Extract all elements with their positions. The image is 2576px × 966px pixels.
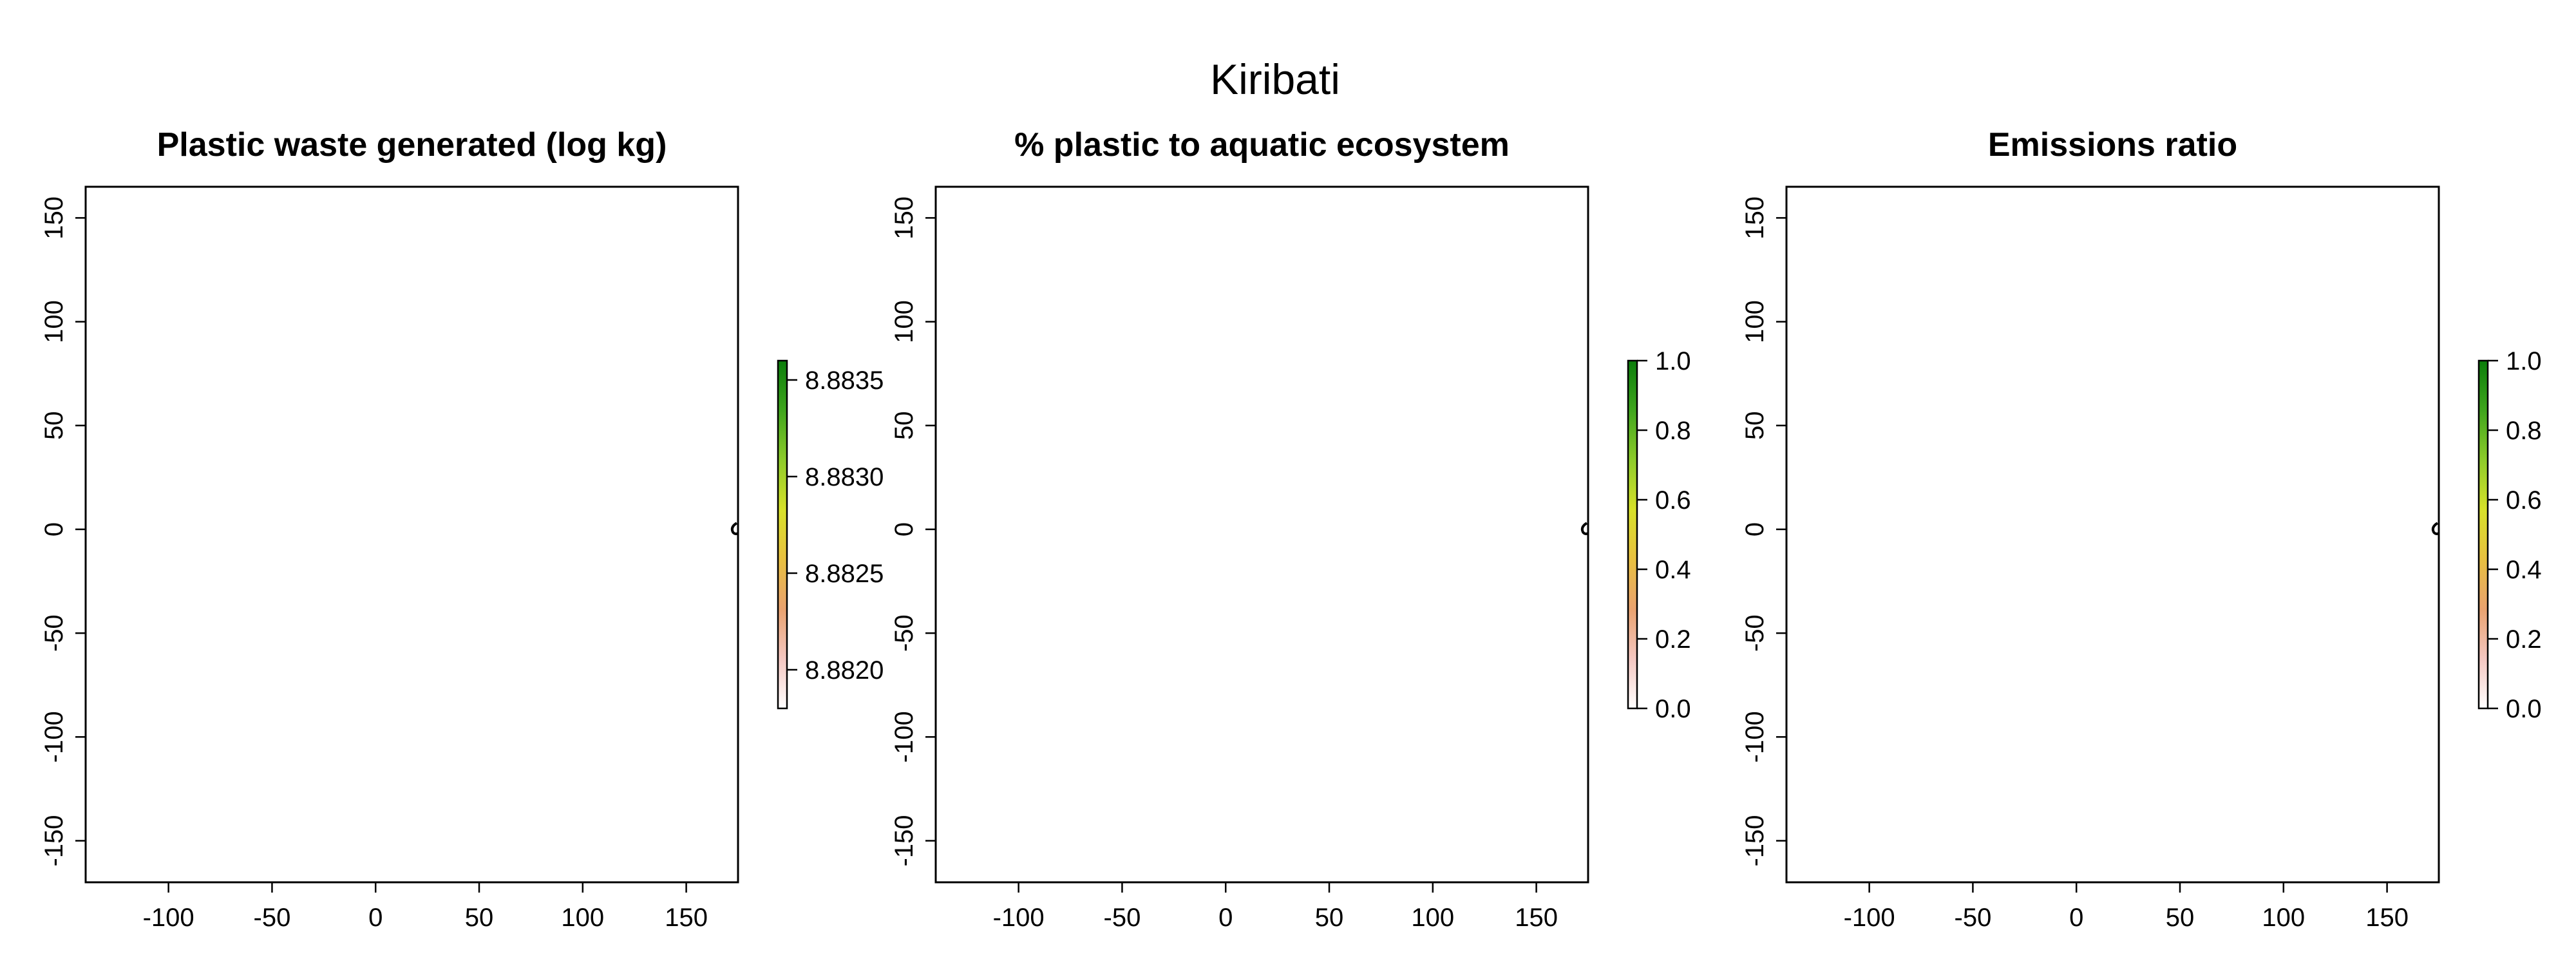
x-tick-label: 50 — [1315, 904, 1344, 932]
y-tick-label: -50 — [1741, 614, 1769, 652]
y-tick-label: -100 — [40, 711, 68, 762]
y-tick-label: -150 — [890, 815, 918, 866]
colorbar-tick-label: 0.2 — [1655, 625, 1691, 654]
y-tick-label: 100 — [40, 300, 68, 343]
map-outline — [1580, 522, 1589, 535]
panel-title: Plastic waste generated (log kg) — [157, 126, 667, 164]
x-tick-label: -100 — [993, 904, 1045, 932]
colorbar-tick-label: 0.4 — [1655, 556, 1691, 584]
y-tick-label: 0 — [1741, 522, 1769, 536]
chart-panel-3: Emissions ratio -100 -50 0 50 100 150 -150 -100 -… — [1741, 126, 2542, 932]
figure-title: Kiribati — [1210, 55, 1340, 103]
y-tick-label: -150 — [1741, 815, 1769, 866]
x-tick-label: 50 — [2166, 904, 2195, 932]
y-tick-label: -100 — [890, 711, 918, 762]
x-tick-label: -50 — [1955, 904, 1992, 932]
x-tick-label: 100 — [561, 904, 604, 932]
colorbar-tick-label: 8.8825 — [805, 560, 884, 588]
y-tick-label: 0 — [40, 522, 68, 536]
x-tick-label: -50 — [1104, 904, 1141, 932]
y-tick-label: 0 — [890, 522, 918, 536]
colorbar-tick-label: 0.6 — [2506, 486, 2542, 515]
x-tick-label: -50 — [254, 904, 291, 932]
chart-panel-1: Plastic waste generated (log kg) -100 -50 0… — [40, 126, 884, 932]
x-tick-label: 0 — [368, 904, 383, 932]
map-outline — [730, 522, 739, 535]
x-tick-label: 50 — [465, 904, 494, 932]
colorbar-tick-label: 0.8 — [2506, 417, 2542, 445]
x-tick-label: 150 — [1515, 904, 1558, 932]
x-tick-label: 100 — [2262, 904, 2305, 932]
colorbar-tick-label: 0.0 — [2506, 695, 2542, 723]
y-tick-label: 150 — [1741, 196, 1769, 240]
plot-frame — [934, 185, 1589, 884]
panel-title: Emissions ratio — [1988, 126, 2237, 164]
x-tick-label: 100 — [1411, 904, 1454, 932]
colorbar-tick-label: 0.2 — [2506, 625, 2542, 654]
y-tick-label: 100 — [1741, 300, 1769, 343]
x-tick-label: -100 — [1844, 904, 1895, 932]
x-tick-label: 0 — [2069, 904, 2083, 932]
y-tick-label: 150 — [890, 196, 918, 240]
colorbar-tick-label: 0.4 — [2506, 556, 2542, 584]
colorbar — [777, 359, 788, 710]
colorbar — [2477, 359, 2489, 710]
colorbar-tick-label: 8.8835 — [805, 366, 884, 395]
x-tick-label: 0 — [1218, 904, 1233, 932]
y-tick-label: 100 — [890, 300, 918, 343]
panels: Plastic waste generated (log kg) -100 -50 0… — [40, 126, 2542, 932]
plot-frame — [1785, 185, 2440, 884]
y-tick-label: -50 — [890, 614, 918, 652]
x-tick-label: 150 — [2365, 904, 2409, 932]
panel-title: % plastic to aquatic ecosystem — [1014, 126, 1510, 164]
y-tick-label: -50 — [40, 614, 68, 652]
y-tick-label: 50 — [890, 411, 918, 440]
map-outline — [2431, 522, 2439, 535]
colorbar-tick-label: 0.0 — [1655, 695, 1691, 723]
colorbar-tick-label: 8.8820 — [805, 656, 884, 685]
y-tick-label: -150 — [40, 815, 68, 866]
x-tick-label: -100 — [143, 904, 194, 932]
chart-panel-2: % plastic to aquatic ecosystem -100 -50 0 50… — [890, 126, 1691, 932]
y-tick-label: 50 — [1741, 411, 1769, 440]
colorbar-tick-label: 8.8830 — [805, 463, 884, 491]
x-tick-label: 150 — [665, 904, 708, 932]
colorbar-tick-label: 0.8 — [1655, 417, 1691, 445]
colorbar-tick-label: 1.0 — [2506, 347, 2542, 375]
y-tick-label: 150 — [40, 196, 68, 240]
colorbar-tick-label: 1.0 — [1655, 347, 1691, 375]
colorbar-tick-label: 0.6 — [1655, 486, 1691, 515]
plot-frame — [84, 185, 739, 884]
y-tick-label: 50 — [40, 411, 68, 440]
colorbar — [1627, 359, 1638, 710]
y-tick-label: -100 — [1741, 711, 1769, 762]
